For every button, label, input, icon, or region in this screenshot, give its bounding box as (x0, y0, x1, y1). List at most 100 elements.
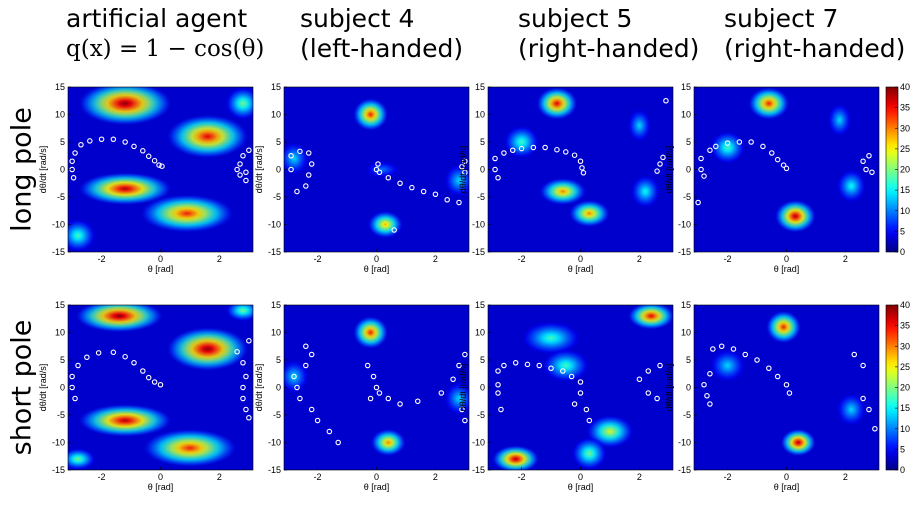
y-tick-label: 5 (686, 355, 691, 365)
trajectory-point (397, 401, 403, 407)
trajectory-point (866, 153, 872, 159)
trajectory-point (308, 161, 315, 167)
x-tick-label: 2 (433, 472, 438, 482)
trajectory-point (495, 175, 501, 181)
heat-blob (75, 305, 164, 333)
trajectory-point (243, 373, 249, 380)
heat-blob (370, 428, 406, 457)
trajectory-point (492, 166, 498, 173)
trajectory-point (495, 368, 501, 374)
y-tick-label: -10 (268, 438, 281, 448)
y-tick-label: 0 (60, 383, 65, 393)
trajectory-point (122, 353, 128, 360)
x-tick-label: 2 (637, 254, 642, 264)
trajectory-point (288, 166, 294, 173)
trajectory-point (462, 169, 468, 176)
trajectory-point (409, 184, 415, 191)
trajectory-point (151, 379, 158, 385)
trajectory-point (860, 362, 866, 369)
trajectory-point (294, 384, 300, 391)
heat-blob (284, 142, 309, 175)
trajectory-point (851, 351, 858, 358)
trajectory-point (243, 177, 249, 184)
y-tick-label: 15 (271, 300, 281, 310)
trajectory-point (246, 147, 252, 154)
trajectory-point (869, 169, 875, 176)
column-title-line1: subject 4 (300, 4, 415, 33)
trajectory-point (774, 373, 781, 380)
y-tick-label: -10 (52, 438, 65, 448)
y-tick-label: -15 (268, 465, 281, 475)
heat-blob (142, 428, 238, 468)
y-tick-label: 15 (681, 82, 691, 92)
trajectory-point (364, 362, 371, 369)
column-title-line2: (right-handed) (724, 34, 906, 63)
trajectory-point (459, 164, 465, 170)
trajectory-point (580, 170, 587, 176)
colorbar-2: 40 35 30 25 20 15 10 5 0 (885, 300, 910, 475)
trajectory-point (524, 361, 531, 368)
trajectory-point (736, 139, 743, 145)
heat-blob (225, 87, 253, 120)
column-title-1: artificial agent q(x) = 1 − cos(θ) (66, 4, 264, 64)
column-title-line1: subject 7 (724, 4, 839, 33)
colorbar-tick-label: 40 (900, 82, 910, 92)
x-tick-label: 2 (637, 472, 642, 482)
trajectory-point (303, 183, 309, 189)
trajectory-point (462, 158, 468, 165)
x-axis-label: θ [rad] (774, 482, 800, 492)
y-tick-label: -5 (477, 192, 485, 202)
trajectory-point (530, 144, 537, 151)
trajectory-point (110, 136, 117, 143)
trajectory-point (95, 350, 102, 356)
y-tick-label: -5 (57, 192, 65, 202)
x-axis-label: θ [rad] (774, 264, 800, 274)
y-tick-label: -5 (273, 192, 281, 202)
trajectory-point (698, 166, 704, 173)
y-tick-label: 10 (681, 328, 691, 338)
trajectory-point (554, 146, 560, 153)
trajectory-point (636, 376, 643, 382)
heat-blob (68, 448, 96, 470)
trajectory-point (335, 439, 341, 446)
heat-blob (571, 437, 608, 470)
y-tick-label: -15 (678, 247, 691, 257)
trajectory-point (237, 172, 243, 178)
trajectory-point (748, 139, 754, 145)
column-title-line1: subject 5 (518, 4, 633, 33)
heat-blob (352, 316, 389, 349)
trajectory-point (131, 143, 137, 150)
y-tick-label: 5 (60, 137, 65, 147)
y-tick-label: 0 (686, 383, 691, 393)
colorbar-1: 40 35 30 25 20 15 10 5 0 (885, 82, 910, 257)
trajectory-point (730, 346, 737, 352)
trajectory-point (314, 417, 321, 424)
trajectory-point (373, 166, 380, 173)
y-tick-label: 15 (55, 300, 65, 310)
y-tick-label: -5 (683, 192, 691, 202)
colorbar-tick-label: 30 (900, 123, 910, 133)
panel-2-1: -2 0 2 15 10 5 0 -5 -10 -15 θ [rad] dθ/dt [rad/s] (38, 300, 254, 492)
column-title-4: subject 7 (right-handed) (724, 4, 905, 64)
x-tick-label: 0 (578, 472, 583, 482)
y-tick-label: 15 (681, 300, 691, 310)
trajectory-point (240, 153, 246, 159)
trajectory-point (701, 173, 707, 179)
x-tick-label: -2 (724, 472, 732, 482)
trajectory-point (234, 166, 240, 173)
trajectory-point (645, 368, 652, 374)
trajectory-point (536, 362, 543, 369)
trajectory-point (742, 351, 749, 358)
heat-blob (68, 219, 96, 252)
trajectory-point (246, 337, 252, 344)
heat-blob (367, 210, 404, 239)
column-title-line2: (right-handed) (518, 34, 700, 63)
colorbar-tick-label: 25 (900, 144, 910, 154)
trajectory-point (291, 373, 297, 380)
trajectory-point (397, 180, 403, 187)
y-tick-label: 0 (686, 165, 691, 175)
heat-blob (765, 310, 802, 344)
y-tick-label: -15 (52, 247, 65, 257)
trajectory-point (370, 373, 377, 380)
